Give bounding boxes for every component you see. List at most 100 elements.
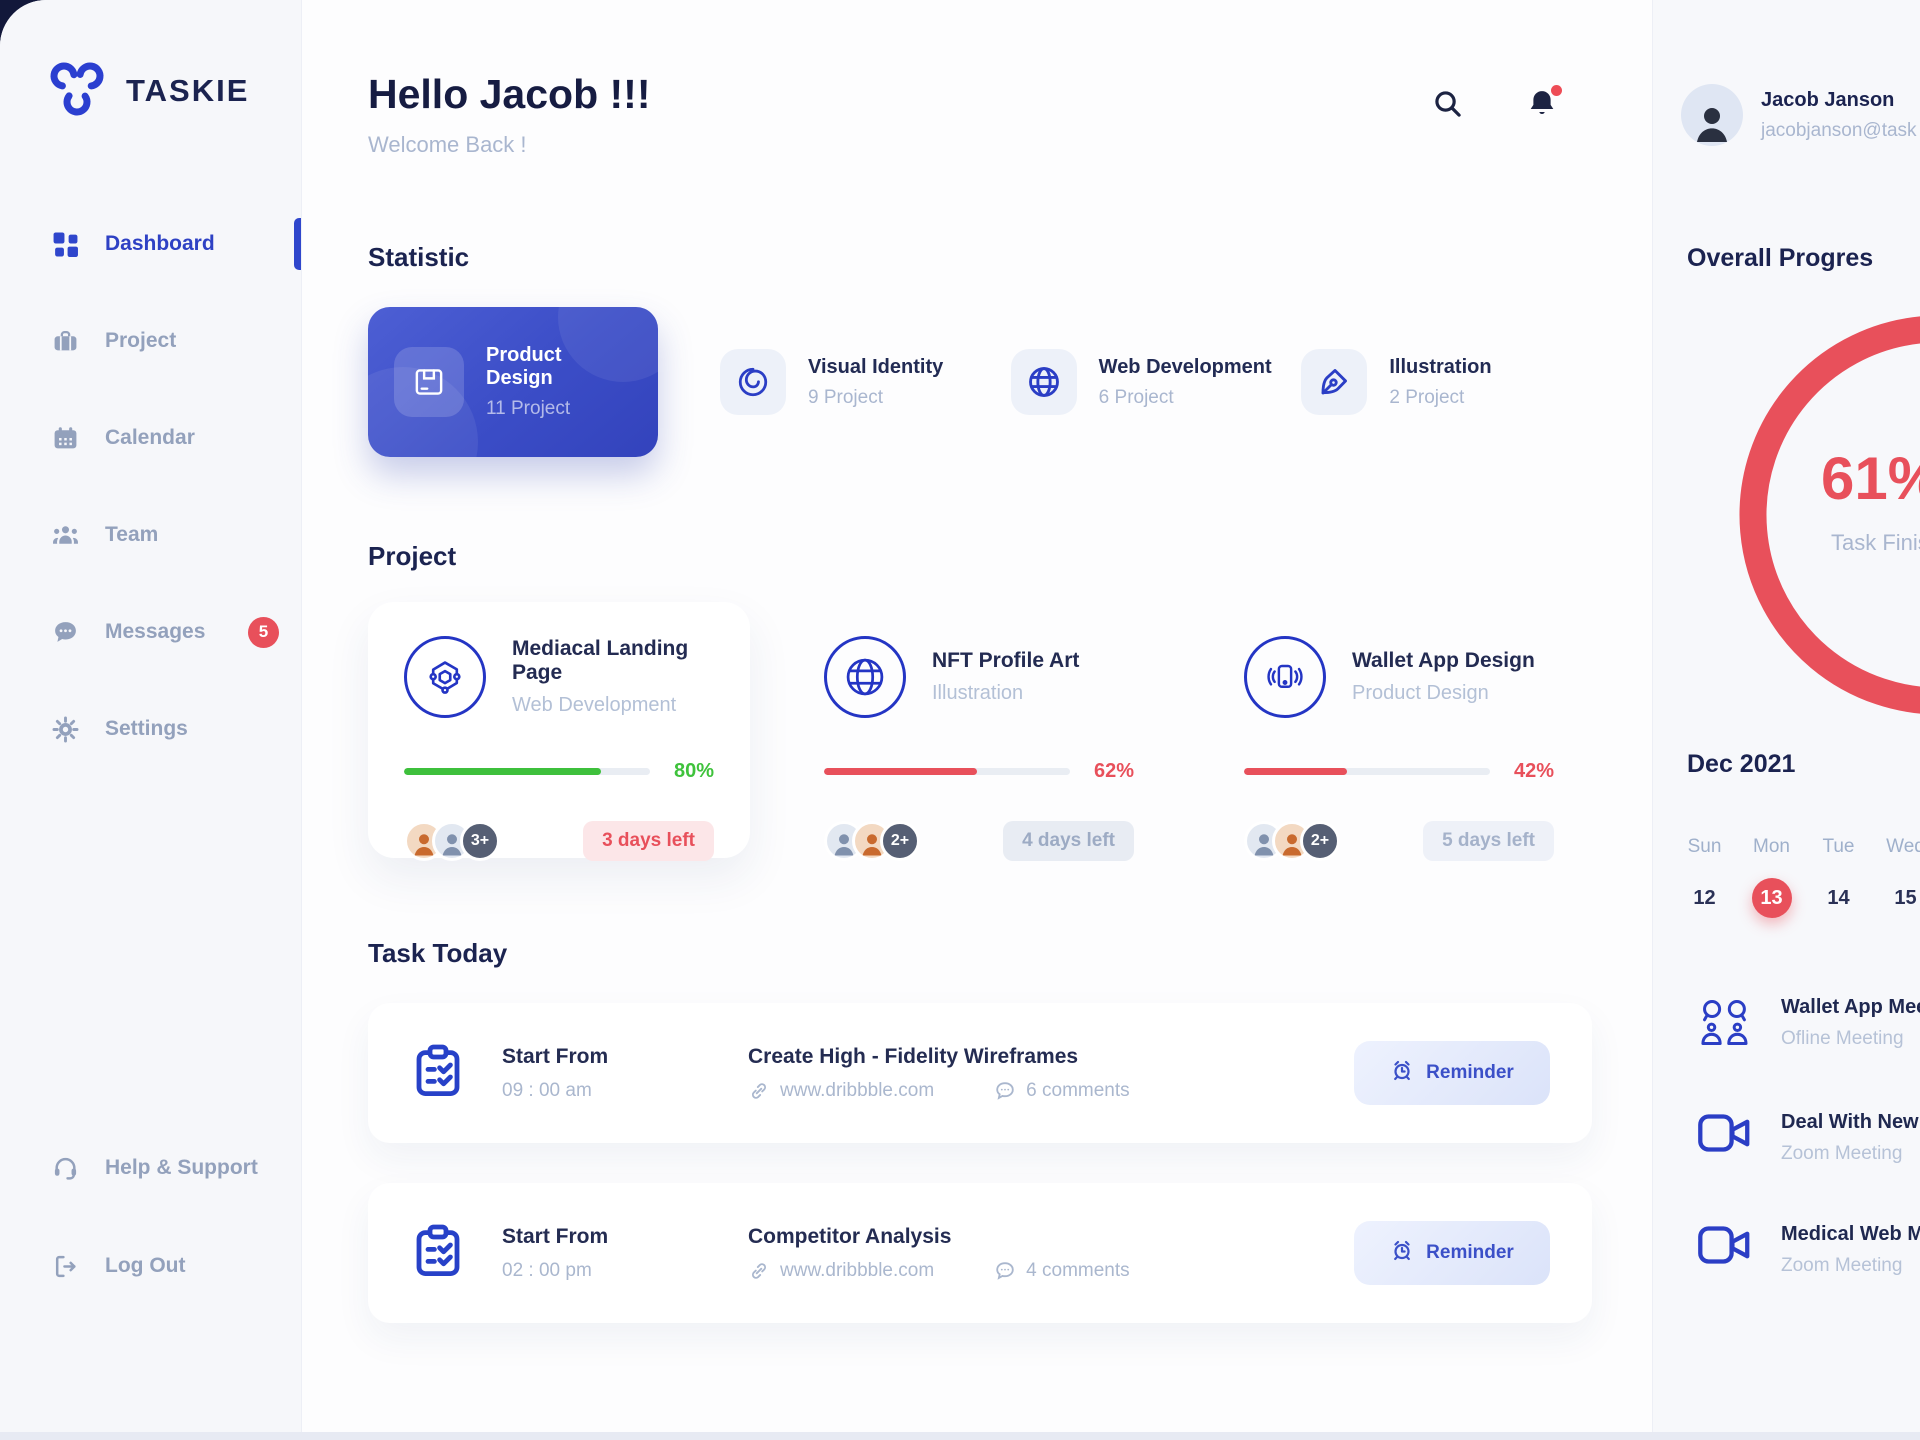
extra-members-badge: 2+	[880, 821, 920, 861]
day-label: Wed	[1886, 836, 1920, 857]
meetings-list: Wallet App Mee Ofline Meeting Deal With …	[1697, 996, 1920, 1335]
globe-icon	[1010, 349, 1077, 415]
calendar-dates: 12 13 14 15	[1671, 878, 1920, 918]
overall-progress-ring	[1739, 315, 1920, 715]
sidebar-item-label: Calendar	[105, 426, 195, 449]
member-avatars: 3+	[404, 821, 500, 861]
reminder-button[interactable]: Reminder	[1354, 1041, 1550, 1105]
stat-card-web-development[interactable]: Web Development 6 Project	[1010, 349, 1302, 415]
people-chat-icon	[1697, 998, 1755, 1053]
sidebar-item-dashboard[interactable]: Dashboard	[0, 216, 301, 272]
extra-members-badge: 3+	[460, 821, 500, 861]
page-title: Hello Jacob !!!	[368, 71, 651, 117]
app-logo: TASKIE	[0, 58, 301, 124]
member-avatars: 2+	[824, 821, 920, 861]
sidebar: TASKIE Dashboard Project Calendar	[0, 0, 302, 1432]
taskie-logo-icon	[50, 62, 104, 116]
progress-track	[824, 768, 1070, 775]
days-left-badge: 5 days left	[1423, 821, 1554, 861]
meeting-item[interactable]: Medical Web M Zoom Meeting	[1697, 1223, 1920, 1277]
calendar-date[interactable]: 15	[1894, 887, 1917, 909]
comment-icon	[994, 1260, 1016, 1282]
task-link[interactable]: www.dribbble.com	[780, 1259, 935, 1281]
sidebar-item-messages[interactable]: Messages 5	[0, 604, 301, 660]
sidebar-footer: Help & Support Log Out	[0, 1140, 301, 1336]
notification-bell-icon[interactable]	[1526, 85, 1562, 120]
calendar-day-labels: Sun Mon Tue Wed	[1671, 836, 1920, 858]
search-icon[interactable]	[1432, 88, 1464, 120]
project-heading: Project	[368, 541, 457, 571]
calendar-date[interactable]: 14	[1827, 887, 1850, 909]
sidebar-item-team[interactable]: Team	[0, 507, 301, 563]
calendar-date-selected[interactable]: 13	[1738, 878, 1805, 918]
project-card-nft-profile-art[interactable]: NFT Profile Art Illustration 62% 2+ 4 da…	[788, 602, 1170, 861]
stat-card-illustration[interactable]: Illustration 2 Project	[1301, 349, 1592, 415]
project-cards: Mediacal Landing Page Web Development 80…	[368, 602, 1592, 861]
sidebar-item-label: Settings	[105, 717, 188, 740]
clipboard-icon	[410, 1043, 466, 1104]
progress-fill	[824, 768, 977, 775]
member-avatars: 2+	[1244, 821, 1340, 861]
calendar-date[interactable]: 12	[1693, 887, 1716, 909]
phone-vibrate-icon	[1244, 636, 1326, 718]
gear-icon	[52, 716, 79, 743]
progress-track	[404, 768, 650, 775]
meeting-item[interactable]: Deal With New Zoom Meeting	[1697, 1111, 1920, 1165]
days-left-badge: 4 days left	[1003, 821, 1134, 861]
stat-card-count: 6 Project	[1098, 386, 1174, 408]
project-category: Illustration	[932, 682, 1024, 704]
progress-percent: 62%	[1093, 760, 1134, 782]
dashboard-icon	[52, 231, 79, 258]
sidebar-item-settings[interactable]: Settings	[0, 701, 301, 757]
meeting-title: Wallet App Mee	[1781, 996, 1920, 1018]
task-row[interactable]: Start From 02 : 00 pm Competitor Analysi…	[368, 1183, 1592, 1323]
sidebar-item-help-support[interactable]: Help & Support	[0, 1140, 301, 1196]
spiral-icon	[720, 349, 786, 415]
video-camera-icon	[1697, 1225, 1755, 1270]
user-profile[interactable]: Jacob Janson jacobjanson@task	[1681, 84, 1917, 146]
stat-card-product-design[interactable]: Product Design 11 Project	[368, 307, 658, 457]
task-row[interactable]: Start From 09 : 00 am Create High - Fide…	[368, 1003, 1592, 1143]
team-icon	[52, 522, 79, 549]
avatar	[1681, 84, 1743, 146]
progress-track	[1244, 768, 1490, 775]
headset-icon	[52, 1155, 79, 1182]
meeting-type: Zoom Meeting	[1781, 1143, 1903, 1164]
right-panel: Jacob Janson jacobjanson@task Overall Pr…	[1652, 0, 1920, 1432]
project-card-wallet-app-design[interactable]: Wallet App Design Product Design 42% 2+ …	[1208, 602, 1590, 861]
meeting-title: Medical Web M	[1781, 1223, 1920, 1245]
meeting-type: Ofline Meeting	[1781, 1028, 1904, 1049]
meeting-item[interactable]: Wallet App Mee Ofline Meeting	[1697, 996, 1920, 1053]
sidebar-item-project[interactable]: Project	[0, 313, 301, 369]
calendar-month: Dec 2021	[1687, 750, 1796, 778]
stat-card-visual-identity[interactable]: Visual Identity 9 Project	[720, 349, 1011, 415]
briefcase-icon	[52, 328, 79, 355]
sidebar-item-calendar[interactable]: Calendar	[0, 410, 301, 466]
stat-card-title: Visual Identity	[808, 355, 944, 378]
task-title: Competitor Analysis	[748, 1224, 952, 1248]
pen-nib-icon	[1301, 349, 1368, 415]
sidebar-item-logout[interactable]: Log Out	[0, 1238, 301, 1294]
logout-icon	[52, 1253, 79, 1280]
task-comments: 4 comments	[1026, 1259, 1130, 1281]
sidebar-item-label: Messages	[105, 620, 206, 643]
stat-card-count: 11 Project	[486, 398, 571, 419]
stat-card-count: 9 Project	[808, 386, 883, 408]
globe-circle-icon	[824, 636, 906, 718]
messages-icon	[52, 619, 79, 646]
clipboard-icon	[410, 1223, 466, 1284]
project-card-mediacal-landing-page[interactable]: Mediacal Landing Page Web Development 80…	[368, 602, 750, 861]
overall-progress-heading: Overall Progres	[1687, 244, 1874, 272]
link-icon	[748, 1260, 770, 1282]
progress-percent: 80%	[673, 760, 714, 782]
project-title: Mediacal Landing Page	[512, 637, 689, 684]
task-start-label: Start From	[502, 1224, 609, 1248]
progress-percent: 42%	[1513, 760, 1554, 782]
task-link[interactable]: www.dribbble.com	[780, 1079, 935, 1101]
main-content: Hello Jacob !!! Welcome Back ! Statistic	[302, 0, 1652, 1432]
reminder-button[interactable]: Reminder	[1354, 1221, 1550, 1285]
sidebar-item-label: Dashboard	[105, 232, 215, 255]
sidebar-nav: Dashboard Project Calendar Team	[0, 216, 301, 757]
overall-progress-percent: 61%	[1821, 445, 1920, 512]
task-comments: 6 comments	[1026, 1079, 1130, 1101]
